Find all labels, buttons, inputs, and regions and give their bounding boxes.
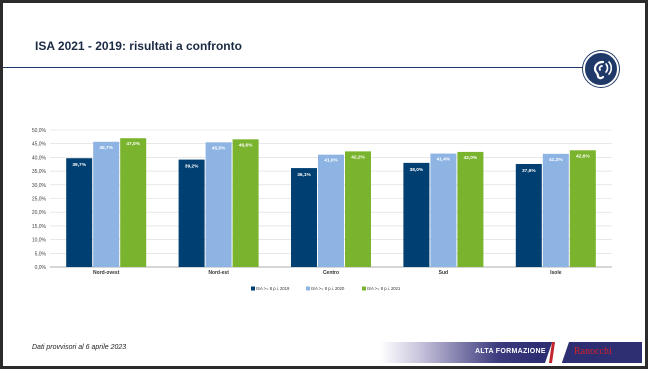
y-tick-label: 50,0% (32, 128, 47, 134)
data-label: 41,4% (437, 157, 451, 163)
brand-alta-formazione: ALTA FORMAZIONE (475, 348, 546, 355)
x-tick-label: Nord-est (208, 270, 229, 276)
y-tick-label: 20,0% (32, 210, 47, 216)
bar (542, 153, 569, 267)
bar (93, 141, 120, 267)
data-label: 39,2% (185, 164, 199, 170)
title-divider (3, 67, 583, 68)
bar (515, 163, 542, 267)
x-tick-label: Sud (439, 270, 448, 276)
y-tick-label: 25,0% (32, 197, 47, 203)
y-tick-label: 40,0% (32, 155, 47, 161)
brand-separator-accent (549, 342, 555, 363)
bar (120, 138, 147, 267)
bar (569, 150, 596, 267)
brand-ranocchi: Ranocchi (574, 346, 612, 357)
bar (232, 139, 259, 267)
legend-swatch (306, 286, 310, 291)
data-label: 46,6% (239, 142, 253, 148)
bar (178, 159, 205, 267)
y-tick-label: 0,0% (35, 265, 47, 271)
bar (205, 142, 232, 267)
bar (345, 151, 371, 267)
y-tick-label: 35,0% (32, 169, 47, 175)
ear-icon (593, 60, 613, 80)
y-tick-label: 15,0% (32, 224, 47, 230)
bar (318, 154, 344, 267)
bar (457, 151, 484, 267)
x-tick-label: Nord-ovest (93, 270, 120, 276)
data-label: 37,6% (522, 168, 536, 174)
y-tick-label: 45,0% (32, 142, 47, 148)
bar (291, 168, 317, 267)
y-tick-label: 5,0% (35, 251, 47, 257)
data-label: 45,7% (99, 145, 113, 151)
x-tick-label: Isole (550, 270, 562, 276)
data-label: 41,3% (549, 157, 563, 163)
data-label: 45,5% (212, 145, 226, 151)
legend-swatch (362, 286, 366, 291)
data-label: 41,0% (324, 158, 338, 164)
data-label: 42,6% (576, 153, 590, 159)
brand-bar (380, 342, 642, 363)
data-label: 42,0% (464, 155, 478, 161)
bar (403, 162, 430, 267)
legend-label: ISA >= 8 p.i. 2019 (256, 286, 290, 291)
bar (430, 153, 457, 267)
legend-label: ISA >= 8 p.i. 2020 (311, 286, 345, 291)
badge-icon (583, 51, 619, 87)
data-label: 39,7% (72, 162, 86, 168)
slide-title: ISA 2021 - 2019: risultati a confronto (35, 39, 242, 53)
y-tick-label: 30,0% (32, 183, 47, 189)
y-tick-label: 10,0% (32, 238, 47, 244)
data-label: 38,0% (410, 167, 424, 173)
legend-label: ISA >= 8 p.i. 2021 (367, 286, 401, 291)
data-label: 36,1% (297, 172, 311, 178)
footnote: Dati provvisori al 6 aprile 2023 (32, 344, 127, 351)
x-tick-label: Centro (323, 270, 339, 276)
data-label: 42,2% (351, 154, 365, 160)
legend-swatch (251, 286, 255, 291)
bar (66, 158, 93, 267)
data-label: 47,0% (126, 141, 140, 147)
